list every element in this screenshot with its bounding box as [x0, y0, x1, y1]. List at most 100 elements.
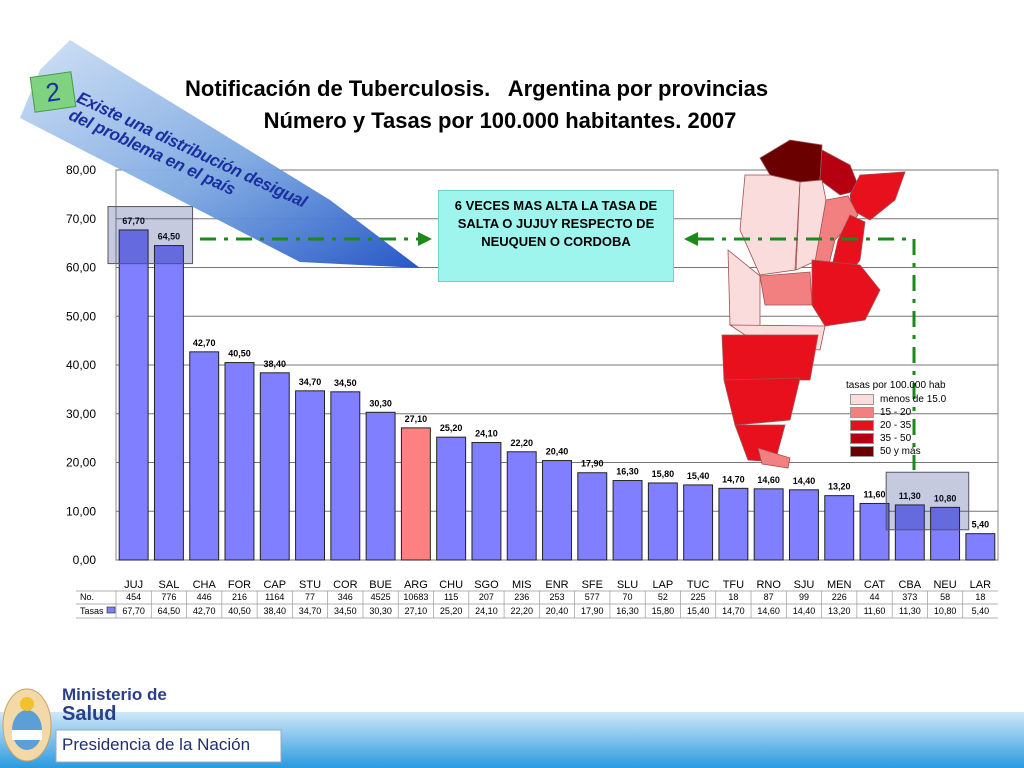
table-cell-no: 236 — [514, 592, 529, 602]
legend-label: menos de 15.0 — [880, 394, 947, 405]
table-cell-tasas: 14,60 — [757, 606, 780, 616]
bar-value-label: 14,40 — [793, 476, 816, 486]
legend-label: 50 y más — [880, 446, 921, 457]
y-tick-label: 20,00 — [66, 456, 96, 470]
bar-sfe — [577, 472, 608, 561]
table-cell-tasas: 24,10 — [475, 606, 498, 616]
x-tick-label: CBA — [898, 579, 921, 591]
table-cell-no: 373 — [902, 592, 917, 602]
table-cell-no: 446 — [197, 592, 212, 602]
table-cell-tasas: 5,40 — [972, 606, 990, 616]
legend-swatch — [850, 394, 874, 405]
bar-cha — [189, 351, 220, 561]
table-cell-tasas: 16,30 — [616, 606, 639, 616]
x-tick-label: SFE — [582, 579, 603, 591]
table-cell-no: 226 — [832, 592, 847, 602]
series-key — [106, 606, 116, 614]
table-cell-tasas: 20,40 — [546, 606, 569, 616]
legend-label: 20 - 35 — [880, 420, 912, 431]
x-tick-label: TFU — [723, 579, 744, 591]
y-tick-label: 80,00 — [66, 163, 96, 177]
table-cell-no: 4525 — [371, 592, 391, 602]
table-cell-tasas: 15,40 — [687, 606, 710, 616]
y-tick-label: 0,00 — [73, 553, 97, 567]
bar-cba — [894, 504, 925, 561]
bar-juj — [118, 229, 149, 561]
x-tick-label: JUJ — [124, 579, 143, 591]
bar-cor — [330, 391, 361, 561]
legend-swatch — [850, 446, 874, 457]
table-cell-tasas: 11,30 — [899, 606, 921, 616]
bar-value-label: 10,80 — [934, 493, 957, 503]
bar-cap — [259, 372, 290, 561]
table-cell-tasas: 30,30 — [369, 606, 392, 616]
table-cell-no: 216 — [232, 592, 247, 602]
table-cell-no: 44 — [870, 592, 880, 602]
y-tick-label: 50,00 — [66, 309, 96, 323]
footer-band — [0, 688, 1024, 768]
callout-box: 6 VECES MAS ALTA LA TASA DE SALTA O JUJU… — [438, 190, 674, 282]
table-cell-tasas: 34,50 — [334, 606, 357, 616]
legend-item: 50 y más — [846, 445, 946, 458]
bar-value-label: 20,40 — [546, 447, 569, 457]
table-cell-tasas: 11,60 — [864, 606, 886, 616]
argentina-map — [721, 139, 906, 469]
legend-swatch — [850, 420, 874, 431]
x-tick-label: TUC — [687, 579, 710, 591]
bar-cat — [859, 502, 890, 561]
x-tick-label: MIS — [512, 579, 532, 591]
bar-value-label: 67,70 — [122, 216, 145, 226]
table-cell-tasas: 14,40 — [793, 606, 816, 616]
x-tick-label: STU — [299, 579, 321, 591]
table-cell-tasas: 67,70 — [122, 606, 145, 616]
bar-value-label: 13,20 — [828, 482, 851, 492]
table-row-label: Tasas — [80, 606, 104, 616]
x-tick-label: LAP — [652, 579, 673, 591]
highlight-box-north — [107, 206, 194, 265]
bar-value-label: 11,30 — [899, 491, 921, 501]
table-cell-tasas: 10,80 — [934, 606, 957, 616]
x-tick-label: CHA — [193, 579, 217, 591]
bar-value-label: 24,10 — [475, 429, 498, 439]
bar-value-label: 42,70 — [193, 338, 216, 348]
bar-men — [824, 495, 855, 561]
bar-for — [224, 362, 255, 561]
highlight-box-south — [885, 471, 970, 531]
map-province — [721, 334, 819, 381]
table-cell-no: 10683 — [403, 592, 428, 602]
table-cell-no: 346 — [338, 592, 353, 602]
table-cell-no: 115 — [444, 592, 458, 602]
bar-value-label: 15,40 — [687, 471, 710, 481]
bar-value-label: 5,40 — [972, 520, 990, 530]
bar-lar — [965, 533, 996, 561]
legend-item: menos de 15.0 — [846, 393, 946, 406]
x-tick-label: SLU — [617, 579, 638, 591]
bar-value-label: 25,20 — [440, 423, 463, 433]
x-tick-label: ENR — [545, 579, 568, 591]
bar-tuc — [683, 484, 714, 561]
bar-sal — [153, 245, 184, 561]
table-cell-no: 207 — [479, 592, 494, 602]
legend-item: 15 - 20 — [846, 406, 946, 419]
table-cell-tasas: 17,90 — [581, 606, 604, 616]
map-province — [811, 259, 881, 327]
bar-value-label: 40,50 — [228, 349, 251, 359]
legend-label: 15 - 20 — [880, 407, 912, 418]
bar-chu — [436, 436, 467, 561]
table-cell-tasas: 42,70 — [193, 606, 216, 616]
table-cell-tasas: 14,70 — [722, 606, 745, 616]
chart-title-line-1: Notificación de Tuberculosis. Argentina … — [185, 76, 769, 101]
table-cell-no: 253 — [549, 592, 564, 602]
legend-swatch — [850, 433, 874, 444]
ministry-line-1: Ministerio de — [62, 685, 167, 704]
bar-value-label: 22,20 — [510, 438, 533, 448]
table-cell-no: 99 — [799, 592, 809, 602]
x-tick-label: SJU — [794, 579, 815, 591]
y-tick-label: 70,00 — [66, 212, 96, 226]
table-cell-no: 52 — [658, 592, 668, 602]
x-tick-label: MEN — [827, 579, 852, 591]
bar-value-label: 64,50 — [158, 232, 181, 242]
ministry-logo-text: Ministerio de Salud — [62, 685, 167, 725]
table-cell-tasas: 13,20 — [828, 606, 851, 616]
arrow-head-left — [418, 232, 432, 246]
